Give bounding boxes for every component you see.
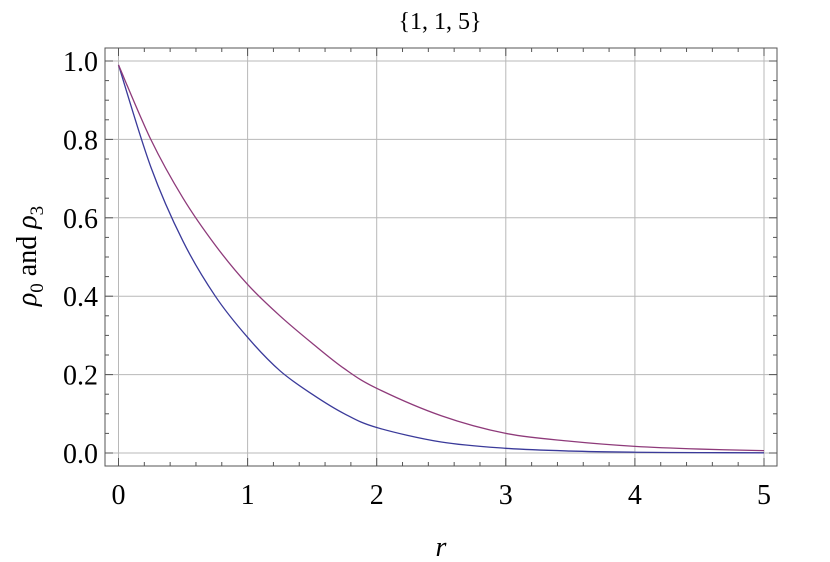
- x-tick-label-1: 1: [241, 480, 255, 511]
- series-line-1: [117, 64, 765, 452]
- y-tick-label-1: 0.2: [63, 361, 98, 392]
- y-axis-sub-2: 3: [27, 206, 48, 216]
- y-tick-labels: 0.0 0.2 0.4 0.6 0.8 1.0: [63, 47, 98, 470]
- x-tick-label-2: 2: [370, 480, 384, 511]
- x-tick-label-0: 0: [112, 480, 126, 511]
- y-tick-label-5: 1.0: [63, 47, 98, 78]
- chart-title: {1, 1, 5}: [398, 9, 481, 35]
- x-axis-label: r: [436, 532, 447, 562]
- y-axis-sub-1: 0: [27, 283, 48, 293]
- y-axis-symbol-2: ρ: [12, 215, 43, 229]
- y-axis-symbol-1: ρ: [12, 293, 43, 307]
- grid: [105, 48, 777, 466]
- x-tick-labels: 0 1 2 3 4 5: [112, 480, 772, 511]
- x-tick-label-3: 3: [499, 480, 513, 511]
- y-axis-joiner: and: [12, 229, 43, 283]
- y-axis-label: ρ0 and ρ3: [12, 206, 48, 307]
- y-tick-label-2: 0.4: [63, 282, 98, 313]
- plot-frame: [104, 47, 778, 467]
- y-tick-label-3: 0.6: [63, 204, 98, 235]
- frame-ticks: [105, 48, 777, 466]
- x-tick-label-5: 5: [757, 480, 771, 511]
- series-layer: [117, 64, 765, 454]
- series-line-0: [117, 64, 765, 454]
- y-tick-label-0: 0.0: [63, 439, 98, 470]
- y-tick-label-4: 0.8: [63, 125, 98, 156]
- x-tick-label-4: 4: [628, 480, 642, 511]
